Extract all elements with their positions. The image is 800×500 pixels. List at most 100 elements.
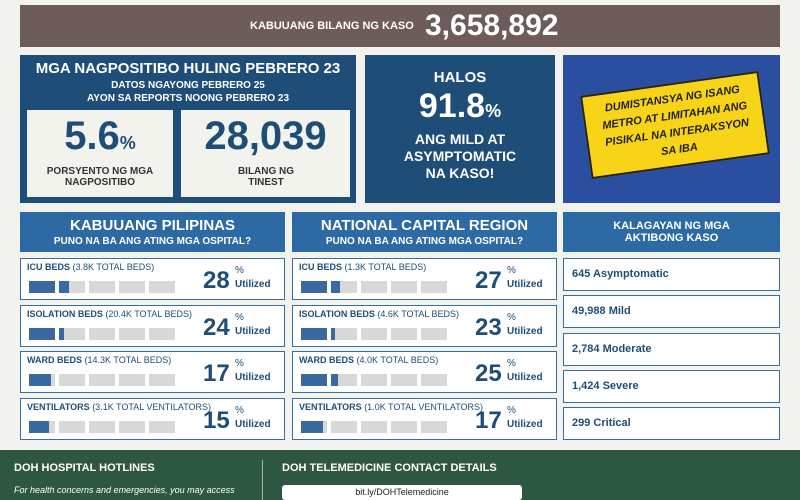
hotlines-title: DOH HOSPITAL HOTLINES [14,462,155,474]
bar-fill [331,374,338,386]
row-value: 23 [475,314,502,341]
tested-label: BILANG NG TINEST [237,166,295,188]
positivity-subtitle: AYON SA REPORTS NOONG PEBRERO 23 [86,93,290,104]
row-status: Utilized [507,279,543,290]
mild-value: 91.8% [365,87,555,126]
row-label-name: WARD BEDS [27,355,83,365]
bar-fill [29,328,55,340]
hospital-subtitle: PUNO NA BA ANG ATING MGA OSPITAL? [325,236,524,247]
hospital-header: NATIONAL CAPITAL REGION PUNO NA BA ANG AT… [292,212,557,252]
row-status: Utilized [507,372,543,383]
row-label-detail: (3.8K TOTAL BEDS) [72,262,155,272]
footer-divider [262,460,263,500]
hospital-title: NATIONAL CAPITAL REGION [320,217,529,234]
active-item: 49,988 Mild [563,295,780,328]
rate-number: 5.6 [64,114,120,158]
bar-block [391,374,417,386]
row-unit: % [507,265,516,276]
tele-link[interactable]: bit.ly/DOHTelemedicine [282,485,522,500]
rate-value: 5.6% [27,114,173,159]
mild-unit: % [485,101,502,121]
row-label-name: WARD BEDS [299,355,355,365]
bar-block [119,281,145,293]
bar-block [391,281,417,293]
mild-number: 91.8 [418,87,486,125]
bar-block [59,421,85,433]
rate-box: 5.6% PORSYENTO NG MGA NAGPOSITIBO [27,110,173,197]
row-label: ICU BEDS (3.8K TOTAL BEDS) [27,262,154,272]
hospital-row: ISOLATION BEDS (4.6K TOTAL BEDS) 23% Utili… [292,305,557,347]
row-unit: % [235,312,244,323]
bar-block [301,281,327,293]
mild-text: ANG MILD AT ASYMPTOMATIC NA KASO! [403,131,517,181]
bar-fill [301,281,327,293]
bar-block [361,281,387,293]
row-unit: % [507,358,516,369]
bar-block [361,421,387,433]
bar-fill [301,421,324,433]
row-value: 28 [203,267,230,294]
bar-block [301,374,327,386]
bar-block [421,328,447,340]
row-label: VENTILATORS (1.0K TOTAL VENTILATORS) [299,402,483,412]
bar-block [331,421,357,433]
bar-block [59,374,85,386]
row-label-detail: (4.6K TOTAL BEDS) [377,309,460,319]
row-unit: % [507,405,516,416]
active-item: 645 Asymptomatic [563,258,780,291]
bar-block [29,421,55,433]
hospital-row: VENTILATORS (3.1K TOTAL VENTILATORS) 15% U… [20,398,285,440]
row-label-name: ICU BEDS [27,262,71,272]
bar-block [29,328,55,340]
bar-fill [301,328,327,340]
row-label: WARD BEDS (14.3K TOTAL BEDS) [27,355,171,365]
rate-unit: % [119,133,136,153]
hospital-panel: NATIONAL CAPITAL REGION PUNO NA BA ANG AT… [292,212,557,440]
bar-fill [29,281,55,293]
row-label: WARD BEDS (4.0K TOTAL BEDS) [299,355,438,365]
row-status: Utilized [235,326,271,337]
row-label-name: ICU BEDS [299,262,343,272]
mild-pre: HALOS [433,69,487,86]
bar-block [89,374,115,386]
row-label-detail: (14.3K TOTAL BEDS) [84,355,172,365]
bar-block [391,328,417,340]
bar-block [391,421,417,433]
tested-box: 28,039 BILANG NG TINEST [181,110,350,197]
bar-block [149,374,175,386]
bar-block [301,328,327,340]
bar-block [119,328,145,340]
row-status: Utilized [507,326,543,337]
row-value: 17 [203,360,230,387]
positivity-panel: MGA NAGPOSITIBO HULING PEBRERO 23 DATOS … [20,55,356,203]
bar-fill [59,328,65,340]
row-label-name: VENTILATORS [299,402,362,412]
bar-block [29,374,55,386]
bar-block [421,374,447,386]
bar-block [301,421,327,433]
row-status: Utilized [235,419,271,430]
row-label: VENTILATORS (3.1K TOTAL VENTILATORS) [27,402,211,412]
poster: DUMISTANSYA NG ISANG METRO AT LIMITAHAN … [563,55,780,203]
footer: DOH HOSPITAL HOTLINES For health concern… [0,450,800,500]
row-label-detail: (3.1K TOTAL VENTILATORS) [92,402,212,412]
bar-block [421,281,447,293]
bar-block [149,281,175,293]
bar-block [331,374,357,386]
row-value: 15 [203,407,230,434]
row-value: 17 [475,407,502,434]
bar-fill [59,281,70,293]
hospital-header: KABUUANG PILIPINAS PUNO NA BA ANG ATING M… [20,212,285,252]
active-item: 2,784 Moderate [563,333,780,366]
row-label-name: ISOLATION BEDS [27,309,103,319]
bar-block [89,281,115,293]
header-value: 3,658,892 [425,9,559,42]
row-status: Utilized [235,372,271,383]
row-unit: % [235,265,244,276]
bar-fill [29,421,49,433]
bar-block [119,421,145,433]
hospital-panel: KABUUANG PILIPINAS PUNO NA BA ANG ATING M… [20,212,285,440]
active-item: 1,424 Severe [563,370,780,403]
tele-title: DOH TELEMEDICINE CONTACT DETAILS [282,462,497,474]
rate-label: PORSYENTO NG MGA NAGPOSITIBO [46,166,154,188]
